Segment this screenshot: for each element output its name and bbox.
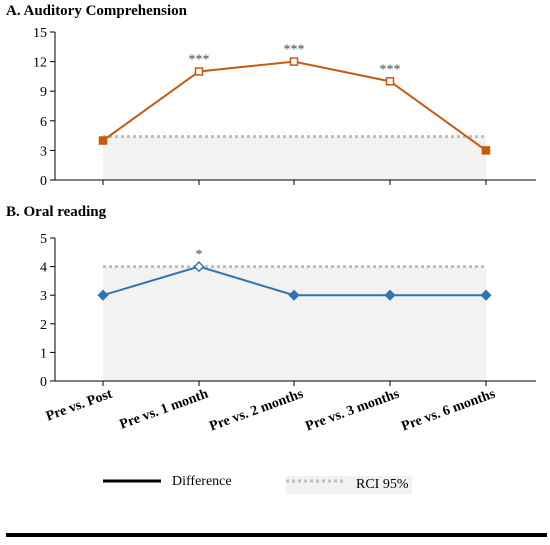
- y-tick-label-a: 15: [33, 26, 47, 41]
- category-label: Pre vs. 2 months: [208, 386, 306, 434]
- panel-a-title: A. Auditory Comprehension: [6, 3, 188, 19]
- y-tick-label-a: 12: [33, 56, 47, 71]
- category-label: Pre vs. 6 months: [400, 386, 498, 434]
- data-point-a: [385, 77, 395, 86]
- y-tick-label-a: 9: [40, 85, 47, 100]
- data-point-a: [194, 67, 204, 76]
- category-label: Pre vs. Post: [44, 387, 115, 425]
- y-tick-label-b: 4: [40, 261, 47, 276]
- y-tick-label-b: 2: [40, 318, 47, 333]
- data-point-b: [480, 289, 492, 301]
- legend-difference-label: Difference: [172, 474, 232, 489]
- data-point-b: [193, 261, 205, 273]
- category-label: Pre vs. 1 month: [118, 387, 211, 433]
- rci-region-b: [103, 266, 486, 381]
- data-point-b: [288, 289, 300, 301]
- legend: Difference RCI 95%: [103, 474, 412, 494]
- data-point-a: [481, 146, 491, 155]
- y-tick-label-a: 0: [40, 174, 47, 189]
- y-tick-label-b: 3: [40, 289, 47, 304]
- category-label: Pre vs. 3 months: [304, 386, 402, 434]
- data-point-b: [97, 289, 109, 301]
- rci-region-a: [103, 136, 486, 180]
- significance-label-a: ***: [380, 62, 401, 77]
- y-tick-label-a: 6: [40, 115, 47, 130]
- legend-rci-label: RCI 95%: [356, 477, 409, 492]
- data-point-b: [384, 289, 396, 301]
- data-point-a: [98, 136, 108, 145]
- y-tick-label-b: 5: [40, 232, 47, 247]
- y-tick-label-b: 1: [40, 346, 47, 361]
- panel-b-oral-reading: B. Oral reading 0 1 2 3 4 5 *: [6, 204, 536, 390]
- panel-b-title: B. Oral reading: [6, 204, 107, 220]
- y-tick-label-b: 0: [40, 375, 47, 390]
- significance-label-a: ***: [189, 52, 210, 67]
- y-tick-label-a: 3: [40, 144, 47, 159]
- significance-label-a: ***: [284, 43, 305, 58]
- significance-label-b: *: [196, 248, 203, 263]
- panel-a-auditory-comprehension: A. Auditory Comprehension 0 3 6 9 12 15 *** ***…: [6, 3, 536, 189]
- data-point-a: [289, 57, 299, 66]
